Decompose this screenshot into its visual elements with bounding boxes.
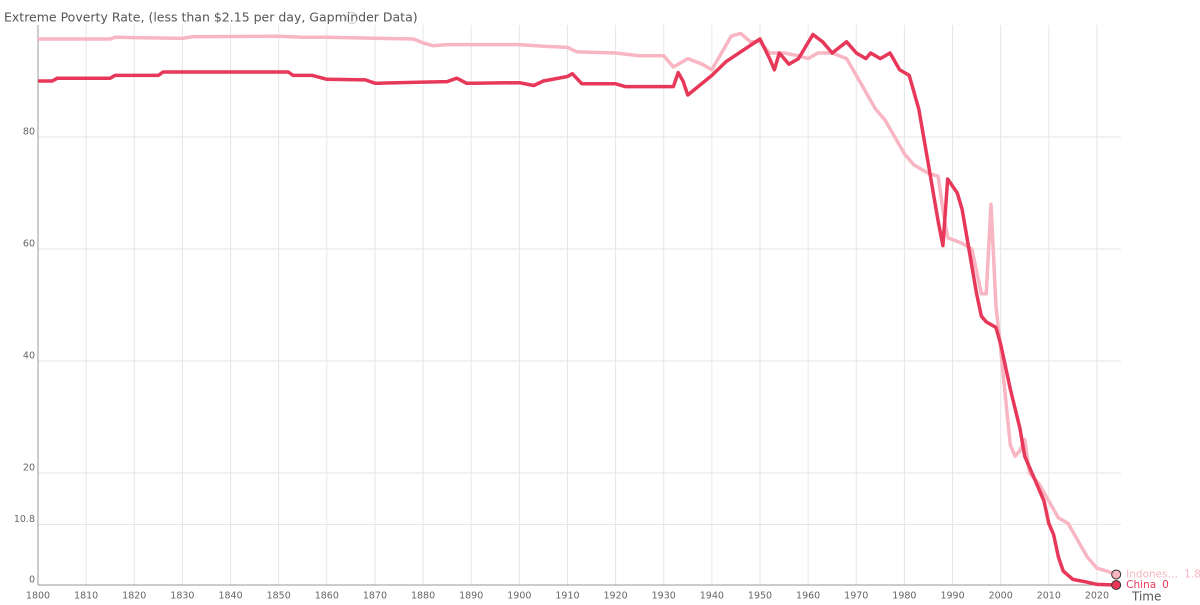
x-tick-label: 1810 bbox=[74, 591, 98, 602]
x-tick-label: 1840 bbox=[218, 591, 242, 602]
x-tick-label: 2000 bbox=[989, 591, 1013, 602]
x-tick-label: 1830 bbox=[170, 591, 194, 602]
x-tick-label: 2020 bbox=[1085, 591, 1109, 602]
x-tick-label: 1880 bbox=[411, 591, 435, 602]
series-line bbox=[38, 31, 1117, 577]
x-tick-label: 1910 bbox=[555, 591, 579, 602]
y-tick-label: 10.8 bbox=[14, 514, 35, 525]
series-value-label: 0 bbox=[1162, 579, 1169, 591]
x-tick-label: 1920 bbox=[604, 591, 628, 602]
x-tick-label: 1860 bbox=[315, 591, 339, 602]
x-tick-label: 1990 bbox=[940, 591, 964, 602]
x-tick-label: 1800 bbox=[26, 591, 50, 602]
chart-title: Extreme Poverty Rate, (less than $2.15 p… bbox=[4, 10, 418, 25]
x-tick-label: 1940 bbox=[700, 591, 724, 602]
y-tick-label: 80 bbox=[23, 127, 35, 138]
series-line bbox=[38, 32, 1117, 587]
help-icon[interactable] bbox=[346, 12, 358, 24]
y-tick-label: 40 bbox=[23, 351, 35, 362]
x-tick-label: 1870 bbox=[363, 591, 387, 602]
x-tick-label: 1820 bbox=[122, 591, 146, 602]
series-value-label: 1.88 bbox=[1184, 568, 1200, 580]
x-tick-label: 1970 bbox=[844, 591, 868, 602]
x-tick-label: 1900 bbox=[507, 591, 531, 602]
y-tick-label: 20 bbox=[23, 463, 35, 474]
end-marker bbox=[1111, 569, 1122, 580]
y-tick-label: 0 bbox=[29, 575, 35, 586]
end-marker bbox=[1111, 580, 1122, 590]
x-tick-label: 2010 bbox=[1037, 591, 1061, 602]
x-tick-label: 1850 bbox=[267, 591, 291, 602]
series-label: China bbox=[1126, 579, 1156, 591]
x-tick-label: 1950 bbox=[748, 591, 772, 602]
y-tick-label: 60 bbox=[23, 239, 35, 250]
series-label: Indones… bbox=[1126, 568, 1178, 580]
x-tick-label: 1960 bbox=[796, 591, 820, 602]
x-tick-label: 1890 bbox=[459, 591, 483, 602]
x-axis-label: Time bbox=[1131, 590, 1161, 604]
x-tick-label: 1980 bbox=[892, 591, 916, 602]
x-tick-label: 1930 bbox=[652, 591, 676, 602]
